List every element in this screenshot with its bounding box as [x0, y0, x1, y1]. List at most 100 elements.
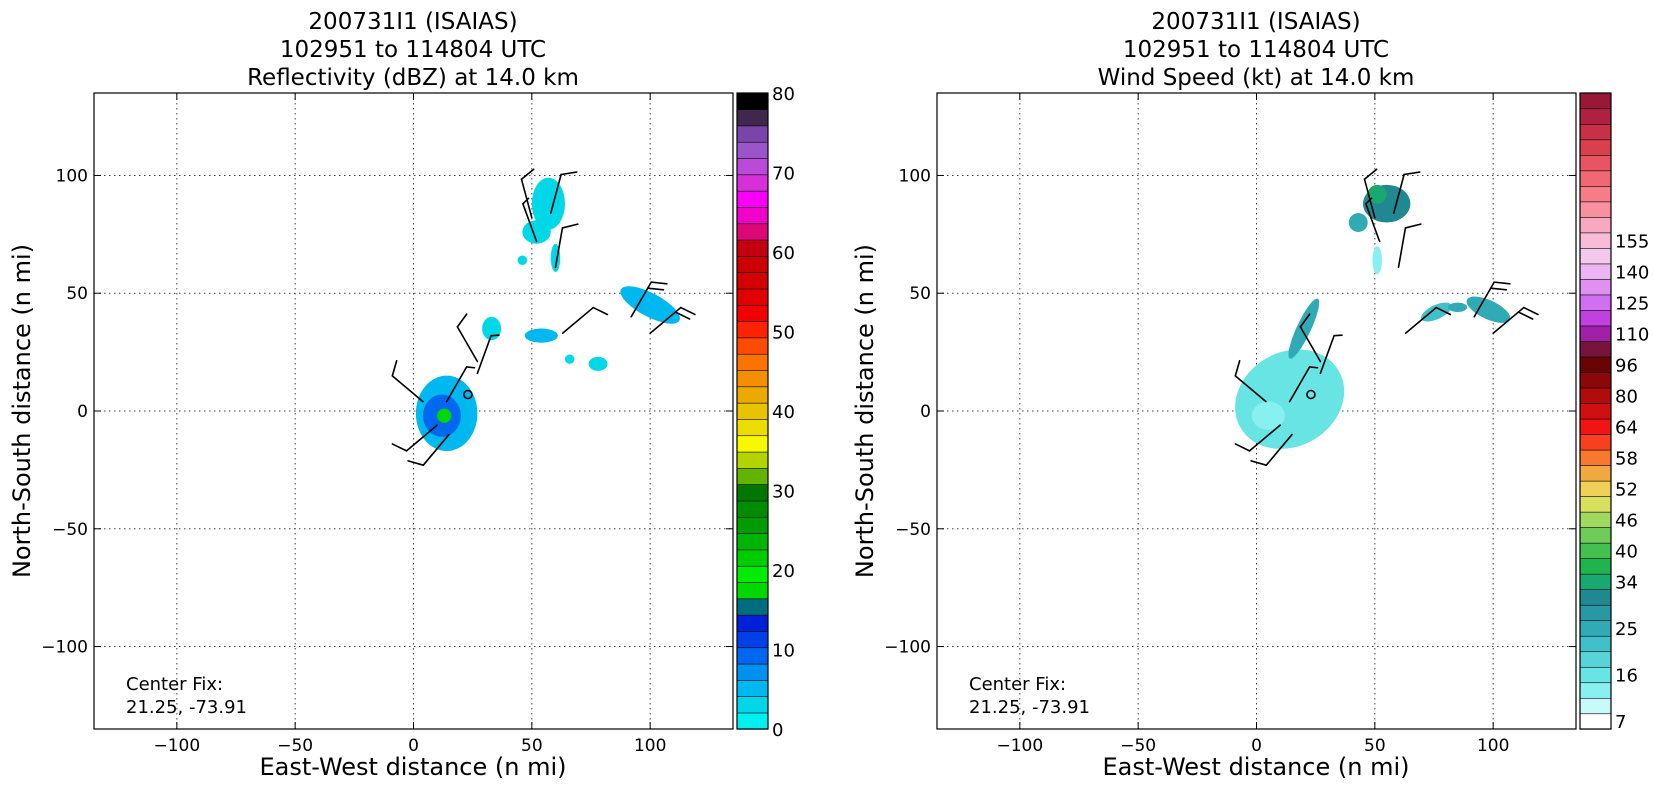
colorbar-cell-6	[1579, 620, 1612, 637]
x-tick-label: 50	[1364, 736, 1386, 756]
colorbar-tick-label: 25	[1615, 619, 1638, 640]
wind-barb-4	[407, 433, 450, 466]
chart-title-line-3: Wind Speed (kt) at 14.0 km	[1098, 65, 1415, 91]
colorbar-cell-39	[1579, 108, 1612, 125]
colorbar-tick-label: 96	[1615, 355, 1638, 376]
colorbar-tick-label: 16	[1615, 666, 1638, 687]
echo-region-7	[620, 286, 680, 324]
colorbar-tick-label: 60	[772, 243, 795, 264]
colorbar-cell-4	[736, 647, 769, 665]
echo-region-6	[1288, 298, 1320, 359]
colorbar-cell-24	[736, 321, 769, 339]
colorbar-cell-2	[736, 679, 769, 697]
wind-barb-11	[1492, 306, 1539, 335]
colorbar-tick-label: 155	[1615, 231, 1649, 252]
colorbar-tick-label: 7	[1615, 712, 1626, 733]
y-tick-label: −50	[895, 520, 931, 540]
colorbar-cell-31	[1579, 232, 1612, 249]
colorbar-cell-22	[736, 353, 769, 371]
colorbar-cell-11	[1579, 542, 1612, 559]
wind-barb-12	[1404, 306, 1452, 335]
colorbar-cell-26	[1579, 309, 1612, 327]
colorbar-cell-4	[1579, 651, 1612, 668]
colorbar-tick-label: 64	[1615, 418, 1638, 439]
colorbar-cell-28	[736, 255, 769, 273]
colorbar-cell-31	[736, 206, 769, 225]
wind-barb-8	[522, 197, 538, 243]
wind-barb-7	[1392, 171, 1421, 214]
colorbar-cell-35	[736, 141, 769, 159]
colorbar-cell-8	[736, 581, 769, 600]
colorbar-cell-34	[736, 157, 769, 176]
echo-region-1	[1367, 184, 1387, 204]
center-fix-line-1: Center Fix:	[126, 674, 223, 695]
colorbar-cell-1	[1579, 697, 1612, 715]
colorbar-frame	[1579, 92, 1612, 730]
echo-region-3	[1372, 246, 1382, 275]
colorbar-cell-33	[736, 174, 769, 192]
center-fix-line-1: Center Fix:	[969, 674, 1066, 695]
colorbar-cell-2	[1579, 682, 1612, 699]
wind-barbs	[1234, 168, 1539, 466]
colorbar-cell-25	[1579, 325, 1612, 342]
colorbar-tick-label: 58	[1615, 449, 1638, 470]
colorbar-tick-label: 125	[1615, 293, 1649, 314]
colorbar-tick-label: 80	[1615, 386, 1638, 407]
wind-barb-6	[520, 168, 535, 219]
colorbar-cell-5	[736, 630, 769, 649]
colorbar-tick-label: 46	[1615, 511, 1638, 532]
colorbar-cell-13	[736, 500, 769, 518]
wind-barb-10	[1473, 281, 1511, 318]
colorbar-cell-33	[1579, 201, 1612, 218]
colorbar-cell-12	[1579, 527, 1612, 544]
y-tick-label: −100	[41, 638, 88, 658]
y-tick-label: 50	[909, 284, 931, 304]
echo-region-11	[564, 354, 575, 364]
colorbar-tick-label: 80	[772, 84, 795, 105]
wind-barb-2	[391, 359, 424, 403]
x-tick-label: −50	[277, 736, 313, 756]
colorbar-cell-36	[736, 125, 769, 143]
x-tick-label: 0	[1251, 736, 1262, 756]
colorbar-cell-27	[1579, 294, 1612, 311]
x-tick-label: −50	[1120, 736, 1156, 756]
chart-title-line-1: 200731I1 (ISAIAS)	[308, 9, 517, 35]
wind-barb-8	[1365, 197, 1381, 243]
wind-barb-11	[649, 306, 696, 335]
colorbar-cell-29	[736, 239, 769, 257]
colorbar-cell-19	[1579, 418, 1612, 435]
colorbar-cell-5	[1579, 635, 1612, 653]
echo-region-2	[1348, 213, 1368, 232]
y-tick-label: −100	[884, 638, 931, 658]
colorbar-cell-7	[1579, 604, 1612, 622]
colorbar-tick-label: 50	[772, 323, 795, 344]
colorbar-cell-16	[736, 451, 769, 469]
x-tick-label: −100	[153, 736, 200, 756]
colorbar-cell-7	[736, 598, 769, 616]
wind-barb-calm-0	[463, 389, 473, 400]
colorbar-cell-17	[1579, 449, 1612, 466]
colorbar-tick-label: 30	[772, 482, 795, 503]
wind-barb-4	[1250, 433, 1293, 466]
colorbar-cell-18	[736, 418, 769, 437]
colorbar-cell-0	[736, 712, 769, 730]
colorbar-cell-22	[1579, 371, 1612, 389]
colorbar-frame	[736, 92, 769, 730]
colorbar-cell-6	[736, 614, 769, 632]
center-fix-line-2: 21.25, -73.91	[126, 697, 247, 718]
colorbar-cell-25	[736, 304, 769, 322]
y-axis-label: North-South distance (n mi)	[851, 244, 879, 578]
colorbar-cell-28	[1579, 278, 1612, 296]
wind-barb-7	[549, 171, 578, 214]
colorbar-tick-label: 140	[1615, 262, 1649, 283]
colorbar-cell-0	[1579, 713, 1612, 730]
colorbar-cell-8	[1579, 589, 1612, 606]
colorbar-cell-20	[736, 386, 769, 404]
x-tick-label: 100	[634, 736, 666, 756]
colorbar: 7 16 25 34 40 46 52 58 64 80 96 110 125 140 155	[1579, 92, 1649, 733]
wind-barb-5	[456, 313, 479, 363]
chart-title-line-1: 200731I1 (ISAIAS)	[1151, 9, 1360, 35]
colorbar-cell-14	[1579, 496, 1612, 513]
wind-barb-2	[1234, 359, 1267, 403]
x-tick-label: 100	[1477, 736, 1509, 756]
